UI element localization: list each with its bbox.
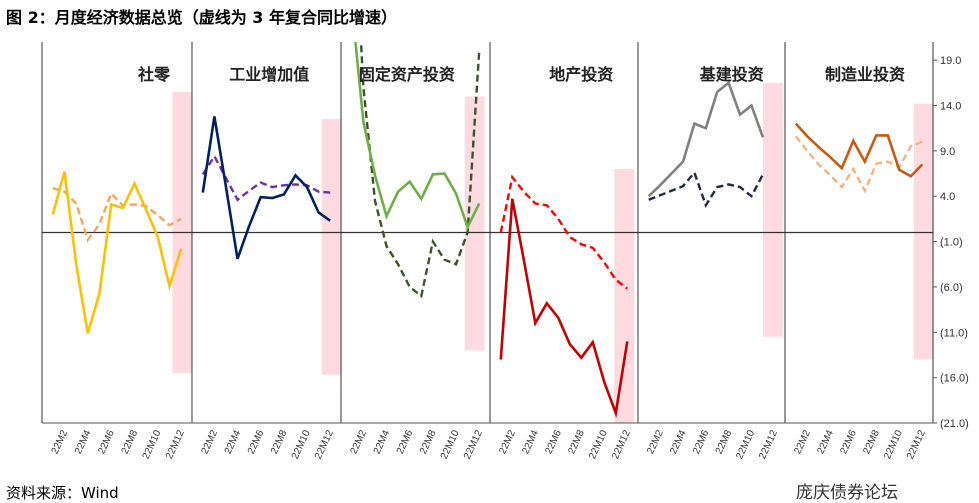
x-tick-label: 22M8: [714, 428, 735, 456]
source-note: 资料来源：Wind: [6, 484, 119, 502]
x-tick-label: 22M6: [691, 428, 712, 456]
y-tick-label: 14.0: [940, 101, 961, 113]
series-dashed-line: [648, 170, 764, 209]
series-solid-line: [794, 122, 924, 178]
highlight-band: [321, 119, 342, 375]
series-dashed-line: [52, 186, 182, 243]
x-tick-label: 22M2: [497, 428, 518, 456]
series-solid-line: [499, 198, 629, 419]
x-tick-label: 22M6: [838, 428, 859, 456]
series-dashed-line: [359, 42, 481, 299]
x-tick-label: 22M12: [905, 428, 928, 461]
x-tick-label: 22M6: [96, 428, 117, 456]
x-tick-label: 22M12: [313, 428, 336, 461]
series-dashed-line: [794, 135, 923, 194]
x-tick-label: 22M2: [200, 428, 221, 456]
y-tick-label: 19.0: [940, 55, 961, 67]
y-tick-label: (21.0): [940, 418, 969, 430]
x-tick-label: 22M10: [882, 428, 905, 461]
x-tick-label: 22M8: [418, 428, 439, 456]
x-tick-label: 22M8: [120, 428, 141, 456]
x-tick-label: 22M12: [164, 428, 187, 461]
panel-title: 基建投资: [699, 65, 764, 84]
x-tick-label: 22M2: [349, 428, 370, 456]
panel-title: 社零: [137, 65, 171, 84]
x-tick-label: 22M10: [290, 428, 313, 461]
x-tick-label: 22M2: [50, 428, 71, 456]
highlight-band: [614, 169, 635, 423]
y-tick-label: (11.0): [940, 327, 968, 339]
x-tick-label: 22M6: [246, 428, 267, 456]
panel-title: 固定资产投资: [359, 65, 455, 84]
figure-title: 图 2：月度经济数据总览（虚线为 3 年复合同比增速）: [6, 8, 397, 27]
x-tick-label: 22M4: [815, 428, 836, 456]
x-tick-label: 22M4: [223, 428, 244, 456]
series-solid-line: [51, 171, 183, 334]
x-tick-label: 22M4: [372, 428, 393, 456]
highlight-band: [464, 96, 485, 351]
x-tick-label: 22M8: [269, 428, 290, 456]
panel-title: 制造业投资: [825, 65, 905, 84]
x-tick-label: 22M6: [395, 428, 416, 456]
axes-layer: [41, 42, 937, 424]
y-tick-label: (6.0): [940, 282, 963, 294]
x-tick-label: 22M12: [757, 428, 780, 461]
x-tick-label: 22M6: [543, 428, 564, 456]
x-tick-label: 22M10: [587, 428, 610, 461]
y-tick-label: 9.0: [940, 146, 955, 158]
series-dashed-line: [499, 174, 629, 290]
series-dashed-line: [201, 153, 331, 202]
x-tick-label: 22M12: [462, 428, 485, 461]
x-tick-label: 22M4: [668, 428, 689, 456]
x-tick-label: 22M10: [141, 428, 164, 461]
y-tick-label: (1.0): [940, 237, 963, 249]
series-solid-line: [354, 42, 481, 231]
x-tick-label: 22M4: [73, 428, 94, 456]
x-tick-label: 22M2: [792, 428, 813, 456]
y-tick-label: (16.0): [940, 373, 969, 385]
x-tick-label: 22M12: [610, 428, 633, 461]
highlight-band: [913, 103, 934, 360]
panel-title: 地产投资: [549, 65, 613, 84]
x-tick-label: 22M10: [734, 428, 757, 461]
x-tick-label: 22M2: [645, 428, 666, 456]
panel-title: 工业增加值: [229, 65, 309, 84]
series-solid-line: [201, 116, 331, 260]
watermark: 庞庆债券论坛: [796, 483, 898, 503]
series-layer: [51, 42, 924, 419]
series-solid-line: [647, 80, 765, 198]
highlight-band: [762, 82, 783, 337]
y-tick-label: 4.0: [940, 191, 955, 203]
x-tick-label: 22M8: [861, 428, 882, 456]
x-tick-label: 22M4: [520, 428, 541, 456]
x-tick-label: 22M10: [439, 428, 462, 461]
x-tick-label: 22M8: [566, 428, 587, 456]
highlight-layer: [172, 82, 934, 423]
